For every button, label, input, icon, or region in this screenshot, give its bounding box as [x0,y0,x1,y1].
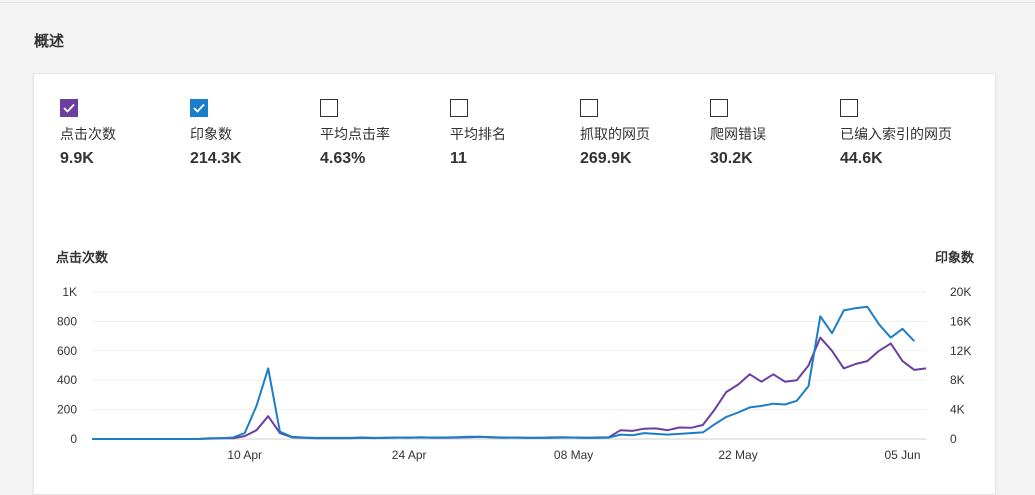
metric-value: 214.3K [190,150,242,167]
metric-checkbox[interactable] [710,99,728,117]
metric-item: 抓取的网页 269.9K [580,99,700,168]
left-tick-label: 200 [57,403,77,417]
metric-checkbox[interactable] [840,99,858,117]
right-tick-label: 4K [950,403,965,417]
metric-label: 抓取的网页 [580,126,650,142]
x-tick-label: 08 May [554,448,593,462]
metric-item: 已编入索引的网页 44.6K [840,99,960,168]
performance-chart: 0 200 400 600 800 1K 0 4K 8K 12K 16K 20K 10 Apr 24 Ap… [57,285,971,462]
x-tick-label: 05 Jun [884,448,920,462]
left-tick-label: 600 [57,344,77,358]
metric-value: 11 [450,150,467,167]
metric-value: 9.9K [60,150,94,167]
metric-item: 爬网错误 30.2K [710,99,830,168]
left-axis-title: 点击次数 [56,250,109,265]
metric-item: 平均点击率 4.63% [320,99,440,168]
right-tick-label: 0 [950,432,957,446]
series-line-impressions [92,305,916,440]
x-tick-label: 22 May [718,448,757,462]
metric-checkbox[interactable] [580,99,598,117]
left-tick-label: 0 [70,432,77,446]
section-title: 概述 [34,33,65,50]
metric-value: 269.9K [580,150,632,167]
metric-item: 印象数 214.3K [190,99,310,168]
right-tick-label: 8K [950,373,965,387]
metric-label: 平均点击率 [320,126,390,142]
left-tick-label: 800 [57,314,77,328]
metric-checkbox[interactable] [450,99,468,117]
top-divider [0,2,1035,3]
metric-checkbox[interactable] [320,99,338,117]
metric-label: 已编入索引的网页 [840,126,952,142]
overview-card: 点击次数 9.9K 印象数 214.3K 平均点击率 4.63% 平均排名 11 抓取的网页 26… [33,73,996,495]
metric-value: 4.63% [320,150,366,167]
metric-checkbox[interactable] [190,99,208,117]
right-tick-label: 20K [950,285,971,299]
check-icon [63,103,75,113]
x-tick-label: 24 Apr [392,448,427,462]
metric-label: 爬网错误 [710,126,766,142]
x-tick-label: 10 Apr [227,448,262,462]
left-tick-label: 1K [62,285,77,299]
metric-item: 平均排名 11 [450,99,570,168]
metric-value: 30.2K [710,150,753,167]
left-tick-label: 400 [57,373,77,387]
series-line-clicks [92,336,927,440]
check-icon [193,103,205,113]
metric-label: 点击次数 [60,126,116,142]
metric-label: 平均排名 [450,126,506,142]
metric-item: 点击次数 9.9K [60,99,180,168]
right-axis-title: 印象数 [934,250,974,265]
metric-label: 印象数 [190,126,232,142]
right-tick-label: 16K [950,314,971,328]
metric-checkbox[interactable] [60,99,78,117]
metric-value: 44.6K [840,150,883,167]
right-tick-label: 12K [950,344,971,358]
